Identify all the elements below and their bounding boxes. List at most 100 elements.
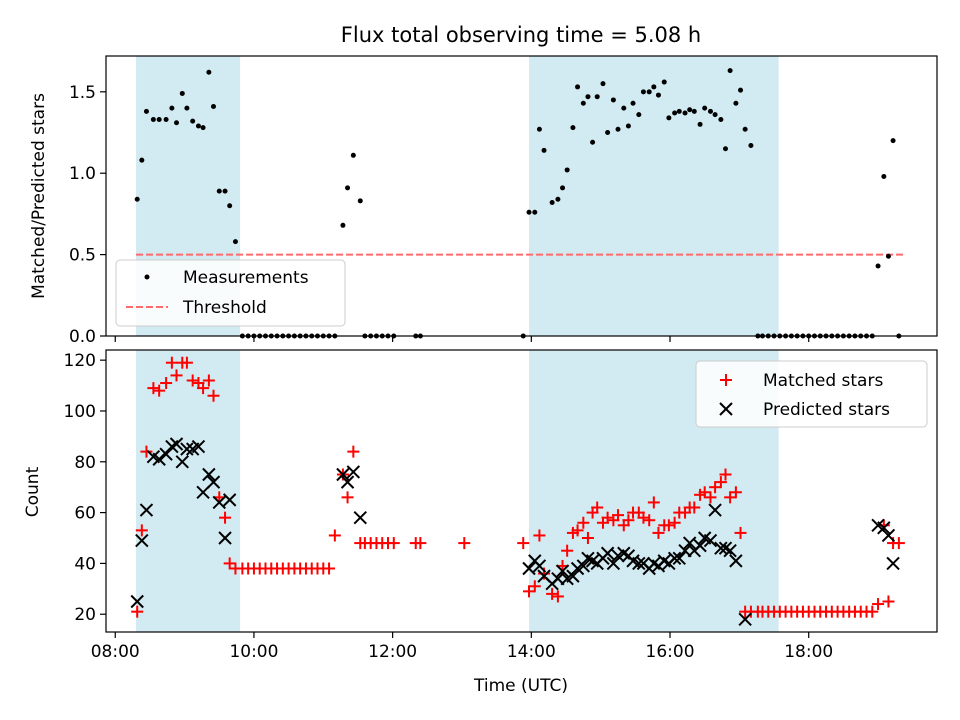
matched-stars-point-116 bbox=[877, 519, 890, 532]
measurements-point-63 bbox=[600, 81, 606, 87]
matched-stars-point-89 bbox=[724, 491, 737, 504]
predicted-stars-point-4 bbox=[152, 452, 166, 466]
chart-title: Flux total observing time = 5.08 h bbox=[341, 23, 701, 47]
y-tick-label-1-5: 120 bbox=[64, 351, 96, 371]
measurements-point-54 bbox=[555, 196, 561, 202]
measurements-point-71 bbox=[640, 89, 646, 95]
predicted-stars-point-9 bbox=[180, 442, 194, 456]
x-tick-label-0: 08:00 bbox=[91, 642, 140, 662]
matched-stars-point-85 bbox=[704, 491, 717, 504]
predicted-stars-point-0 bbox=[130, 594, 144, 609]
bottom-panel: 20 40 60 80 100 120 08:00 10:00 12:00 14:00 16:00… bbox=[23, 349, 938, 696]
measurements-point-10 bbox=[190, 118, 196, 124]
measurements-point-85 bbox=[712, 112, 718, 118]
legend-matched-label: Matched stars bbox=[763, 371, 883, 391]
measurements-point-62 bbox=[594, 94, 600, 100]
measurements-point-12 bbox=[200, 125, 206, 131]
predicted-stars-point-19 bbox=[340, 475, 355, 489]
y-tick-label-1-2: 60 bbox=[74, 504, 96, 524]
y-tick-label-1-1: 40 bbox=[74, 554, 96, 574]
predicted-stars-point-32 bbox=[576, 559, 591, 573]
predicted-stars-point-58 bbox=[708, 503, 722, 517]
measurements-point-90 bbox=[738, 87, 744, 93]
measurements-point-36 bbox=[340, 222, 346, 228]
measurements-point-80 bbox=[687, 107, 693, 113]
bottom-y-axis-label: Count bbox=[23, 466, 43, 517]
matched-stars-point-10 bbox=[186, 374, 199, 387]
matched-stars-point-47 bbox=[414, 537, 427, 550]
measurements-point-88 bbox=[727, 68, 733, 74]
measurements-point-15 bbox=[216, 188, 222, 194]
measurements-point-84 bbox=[707, 108, 713, 114]
matched-stars-point-78 bbox=[668, 516, 681, 529]
matched-stars-point-34 bbox=[323, 562, 336, 575]
matched-stars-point-16 bbox=[219, 511, 232, 524]
matched-stars-point-73 bbox=[643, 514, 656, 527]
matched-stars-point-9 bbox=[180, 356, 193, 369]
matched-stars-point-4 bbox=[153, 384, 166, 397]
predicted-stars-point-43 bbox=[632, 556, 646, 571]
observing-window-1-0 bbox=[136, 350, 241, 632]
measurements-point-61 bbox=[590, 139, 596, 145]
matched-stars-point-12 bbox=[197, 382, 210, 395]
predicted-stars-point-62 bbox=[729, 554, 743, 568]
measurements-point-57 bbox=[570, 125, 576, 131]
measurements-point-117 bbox=[890, 138, 896, 144]
predicted-stars-point-7 bbox=[169, 437, 184, 451]
matched-stars-point-87 bbox=[714, 476, 727, 489]
measurements-point-1 bbox=[139, 157, 145, 163]
predicted-stars-point-13 bbox=[202, 467, 216, 482]
matched-stars-point-35 bbox=[328, 529, 341, 542]
predicted-stars-point-61 bbox=[723, 543, 737, 558]
matched-stars-point-119 bbox=[892, 537, 905, 550]
matched-stars-point-82 bbox=[688, 501, 701, 514]
matched-stars-point-51 bbox=[528, 580, 541, 593]
measurements-point-60 bbox=[585, 94, 591, 100]
measurements-point-81 bbox=[691, 108, 697, 114]
top-panel: 0.0 0.5 1.0 1.5 Matched/Predicted stars Mea… bbox=[29, 55, 938, 347]
measurements-point-72 bbox=[646, 89, 652, 95]
measurements-point-16 bbox=[222, 188, 228, 194]
matched-stars-point-38 bbox=[347, 445, 360, 458]
y-tick-label-0-2: 1.0 bbox=[69, 164, 96, 184]
measurements-point-114 bbox=[875, 263, 881, 269]
measurements-point-78 bbox=[676, 108, 682, 114]
measurements-point-89 bbox=[733, 100, 739, 106]
measurements-point-70 bbox=[636, 112, 642, 118]
predicted-stars-point-38 bbox=[606, 556, 621, 571]
measurements-point-115 bbox=[881, 173, 887, 179]
matched-stars-point-60 bbox=[577, 516, 590, 529]
measurements-point-55 bbox=[560, 185, 566, 191]
predicted-stars-point-11 bbox=[191, 439, 206, 454]
measurements-point-3 bbox=[150, 116, 156, 122]
matched-stars-point-59 bbox=[571, 524, 584, 537]
measurements-point-52 bbox=[541, 147, 547, 153]
measurements-point-18 bbox=[232, 239, 238, 245]
x-tick-label-5: 18:00 bbox=[784, 642, 833, 662]
measurements-point-67 bbox=[621, 105, 627, 111]
top-panel-frame bbox=[105, 55, 938, 337]
measurements-point-59 bbox=[580, 100, 586, 106]
matched-stars-point-117 bbox=[882, 595, 895, 608]
measurements-point-92 bbox=[748, 143, 754, 149]
measurements-point-58 bbox=[575, 84, 581, 90]
matched-stars-point-50 bbox=[523, 585, 536, 598]
matched-stars-point-77 bbox=[662, 519, 675, 532]
y-tick-label-0-1: 0.5 bbox=[69, 246, 96, 266]
predicted-stars-point-53 bbox=[682, 536, 697, 550]
predicted-stars-point-21 bbox=[353, 510, 367, 525]
measurements-point-69 bbox=[630, 100, 636, 106]
bottom-legend: Matched stars Predicted stars bbox=[695, 360, 928, 428]
measurements-point-73 bbox=[651, 84, 657, 90]
top-y-axis-label: Matched/Predicted stars bbox=[29, 93, 49, 299]
matched-stars-point-17 bbox=[223, 557, 236, 570]
measurements-point-74 bbox=[655, 92, 661, 98]
y-tick-label-0-3: 1.5 bbox=[69, 83, 96, 103]
x-tick-label-2: 12:00 bbox=[368, 642, 417, 662]
predicted-stars-point-17 bbox=[222, 493, 237, 507]
matched-stars-point-13 bbox=[202, 374, 215, 387]
top-legend: Measurements Threshold bbox=[115, 259, 346, 327]
matched-stars-point-1 bbox=[135, 524, 148, 537]
matched-stars-point-74 bbox=[647, 496, 660, 509]
measurements-point-39 bbox=[357, 198, 363, 204]
